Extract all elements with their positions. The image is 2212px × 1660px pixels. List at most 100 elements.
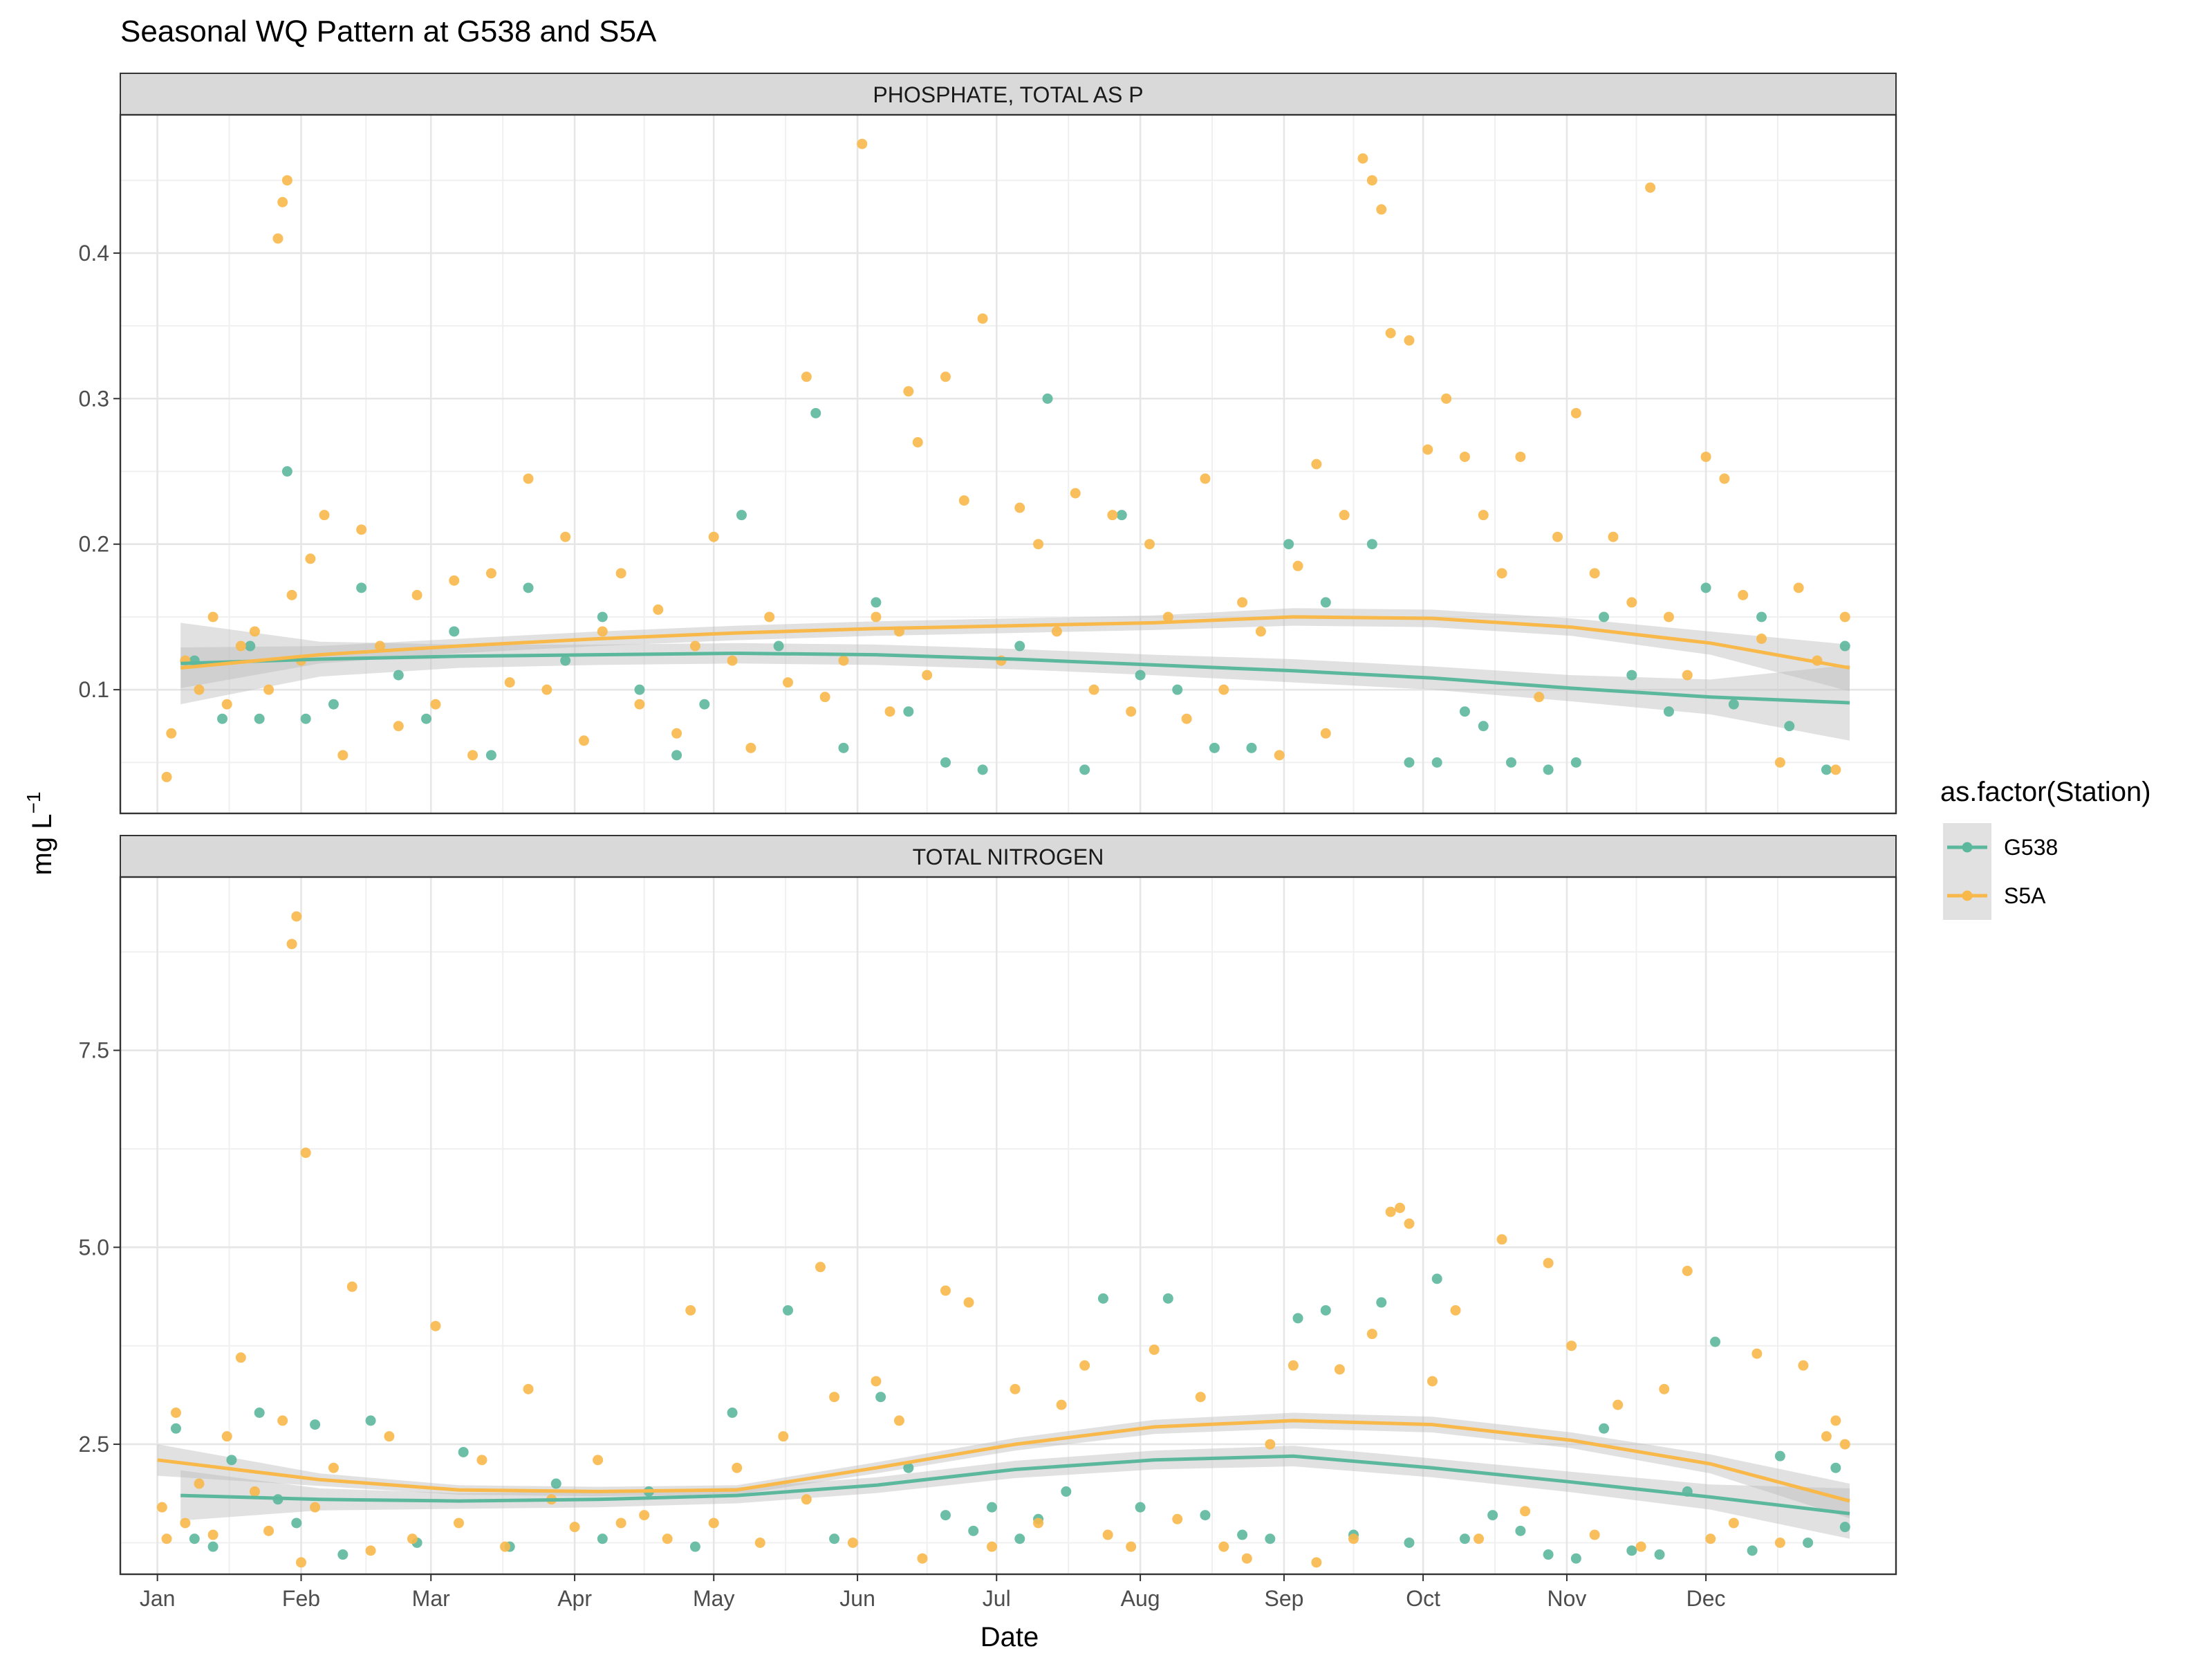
data-point-s5a <box>912 436 923 448</box>
data-point-g538 <box>523 582 534 593</box>
x-tick-label: Sep <box>1264 1586 1303 1611</box>
data-point-s5a <box>504 677 515 688</box>
data-point-s5a <box>319 510 330 521</box>
data-point-g538 <box>337 1549 348 1560</box>
data-point-s5a <box>884 706 895 717</box>
y-axis-title: mg L−1 <box>23 792 57 876</box>
data-point-g538 <box>1376 1297 1387 1308</box>
data-point-s5a <box>295 1557 306 1568</box>
data-point-s5a <box>1033 539 1044 550</box>
data-point-s5a <box>1366 175 1377 186</box>
data-point-s5a <box>847 1537 858 1548</box>
panel-background <box>120 877 1896 1574</box>
data-point-s5a <box>708 531 719 542</box>
data-point-s5a <box>871 1376 882 1387</box>
data-point-g538 <box>449 626 460 637</box>
data-point-s5a <box>653 604 664 615</box>
data-point-g538 <box>1570 757 1581 768</box>
data-point-g538 <box>1135 670 1146 681</box>
data-point-s5a <box>778 1431 789 1442</box>
data-point-s5a <box>1663 611 1674 622</box>
data-point-g538 <box>254 1408 265 1419</box>
data-point-s5a <box>1608 531 1619 542</box>
trend-line-g538 <box>180 1454 1850 1515</box>
data-point-s5a <box>485 568 496 579</box>
data-point-s5a <box>1357 153 1368 164</box>
data-point-g538 <box>1839 1522 1850 1533</box>
panel-border <box>119 876 1897 1576</box>
x-tick-label: Oct <box>1406 1586 1440 1611</box>
data-point-g538 <box>1265 1533 1276 1544</box>
data-point-s5a <box>1552 531 1563 542</box>
data-point-s5a <box>1728 1518 1739 1529</box>
data-point-g538 <box>1404 757 1415 768</box>
data-point-s5a <box>1288 1360 1299 1371</box>
data-point-s5a <box>732 1462 743 1473</box>
legend-label-g538: G538 <box>2004 835 2058 860</box>
x-axis: Jan Feb Mar Apr May Jun Jul Aug Sep Oct Nov Dec <box>140 1574 1726 1611</box>
data-point-g538 <box>485 750 496 761</box>
data-point-g538 <box>689 1541 700 1552</box>
data-point-s5a <box>277 196 288 208</box>
data-point-g538 <box>838 742 849 753</box>
data-point-g538 <box>1654 1549 1665 1560</box>
data-point-s5a <box>1010 1383 1021 1394</box>
data-point-s5a <box>1830 764 1841 775</box>
data-point-g538 <box>1014 1533 1025 1544</box>
data-point-g538 <box>671 750 682 761</box>
data-point-s5a <box>449 575 460 586</box>
data-point-g538 <box>1756 611 1767 622</box>
y-tick-label: 5.0 <box>79 1235 109 1260</box>
data-point-s5a <box>857 138 868 149</box>
data-point-s5a <box>1395 1202 1406 1213</box>
data-point-s5a <box>1496 1234 1507 1245</box>
data-point-s5a <box>1612 1399 1624 1410</box>
data-point-g538 <box>300 713 311 724</box>
x-tick-label: Feb <box>282 1586 320 1611</box>
x-tick-label: Jan <box>140 1586 176 1611</box>
data-point-g538 <box>1404 1537 1415 1548</box>
panel-background <box>120 115 1896 813</box>
data-point-s5a <box>1751 1348 1763 1359</box>
data-point-s5a <box>523 1383 534 1394</box>
data-point-s5a <box>1149 1344 1160 1355</box>
data-point-g538 <box>1599 611 1610 622</box>
data-point-s5a <box>815 1262 826 1273</box>
data-point-g538 <box>1172 684 1183 695</box>
data-point-s5a <box>1441 393 1452 404</box>
data-point-s5a <box>578 735 589 746</box>
x-tick-label: Aug <box>1121 1586 1160 1611</box>
data-point-s5a <box>1534 692 1545 703</box>
data-point-s5a <box>1478 510 1489 521</box>
data-point-g538 <box>1543 1549 1554 1560</box>
data-point-s5a <box>560 531 571 542</box>
data-point-s5a <box>1659 1383 1670 1394</box>
data-point-g538 <box>727 1408 738 1419</box>
data-point-g538 <box>1478 721 1489 732</box>
data-point-s5a <box>801 1494 812 1505</box>
data-point-s5a <box>1366 1329 1377 1340</box>
data-point-s5a <box>272 233 284 244</box>
data-point-s5a <box>1274 750 1285 761</box>
data-point-s5a <box>249 626 260 637</box>
data-point-s5a <box>1385 1206 1396 1217</box>
data-point-s5a <box>1311 1557 1322 1568</box>
data-point-s5a <box>170 1408 181 1419</box>
data-point-s5a <box>300 1147 311 1159</box>
data-point-s5a <box>615 568 626 579</box>
data-point-s5a <box>1088 684 1099 695</box>
data-point-g538 <box>1366 539 1377 550</box>
data-point-s5a <box>569 1522 580 1533</box>
data-point-s5a <box>1738 589 1749 600</box>
data-point-s5a <box>1496 568 1507 579</box>
data-point-g538 <box>875 1392 886 1403</box>
data-point-g538 <box>1515 1525 1526 1536</box>
data-point-s5a <box>161 771 172 782</box>
data-point-g538 <box>458 1446 469 1457</box>
data-point-s5a <box>764 611 775 622</box>
data-point-s5a <box>1422 444 1433 455</box>
data-point-s5a <box>1195 1392 1206 1403</box>
data-point-s5a <box>384 1431 395 1442</box>
data-point-g538 <box>829 1533 840 1544</box>
data-point-s5a <box>1589 1529 1600 1540</box>
